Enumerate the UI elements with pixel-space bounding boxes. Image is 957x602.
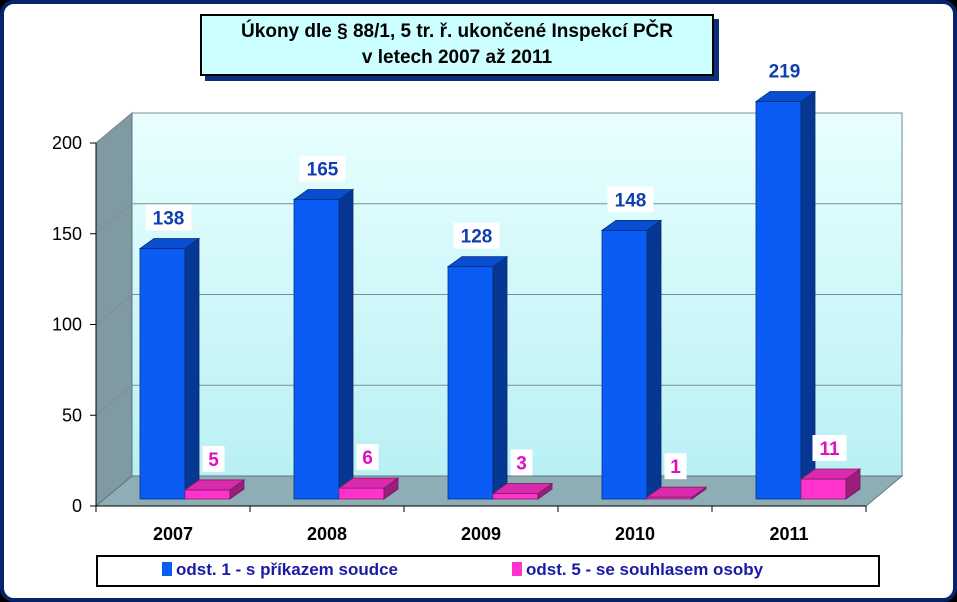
data-label-bg <box>761 57 808 84</box>
data-label-2009-series-2: 3 <box>516 454 527 475</box>
gridline-side <box>95 294 133 325</box>
data-label-bg <box>202 445 225 472</box>
bar-top-2010-series-1 <box>600 219 663 231</box>
bar-top-2007-series-1 <box>138 238 201 249</box>
bar-top-2008-series-1 <box>292 189 355 200</box>
x-tick-label: 2010 <box>615 524 655 544</box>
chart-subtitle: v letech 2007 až 2011 <box>361 47 553 68</box>
bar-top-2008-series-2 <box>337 477 400 489</box>
data-label-2011-series-1: 219 <box>769 62 801 83</box>
y-tick-label: 50 <box>62 405 82 425</box>
data-label-bg <box>607 186 654 213</box>
data-label-2011-series-2: 11 <box>819 439 840 460</box>
data-label-2010-series-1: 148 <box>615 190 647 211</box>
data-label-2008-series-2: 6 <box>362 448 373 469</box>
y-tick-label: 150 <box>52 224 82 244</box>
x-tick-label: 2011 <box>769 524 808 544</box>
y-tick-label: 100 <box>52 315 82 335</box>
bar-top-2009-series-1 <box>446 256 509 268</box>
bar-2011-series-2 <box>800 478 847 500</box>
data-label-bg <box>453 222 500 249</box>
bar-top-2010-series-2 <box>645 486 708 498</box>
bar-side-2010-series-1 <box>646 219 662 500</box>
data-label-2009-series-1: 128 <box>461 227 493 248</box>
data-label-bg <box>299 155 346 182</box>
data-label-2007-series-1: 138 <box>153 209 185 230</box>
bar-2009-series-1 <box>447 266 494 500</box>
bar-2010-series-1 <box>601 229 648 500</box>
x-tick-label: 2008 <box>307 524 347 544</box>
data-label-bg <box>812 435 847 462</box>
y-tick-label: 200 <box>52 133 82 153</box>
chart-title-box: Úkony dle § 88/1, 5 tr. ř. ukončené Insp… <box>200 14 714 76</box>
bar-side-2009-series-1 <box>492 255 508 500</box>
bar-2011-series-1 <box>755 101 802 500</box>
legend-swatch-series-2 <box>512 562 522 576</box>
gridline-side <box>95 112 133 144</box>
data-label-2008-series-1: 165 <box>307 160 339 181</box>
bar-2008-series-1 <box>293 199 340 500</box>
bar-chart: 0 50 100 150 200 2007 138 5 2008 165 6 2009 128 3 2010… <box>52 57 904 544</box>
bar-2009-series-2 <box>492 493 539 500</box>
chart-title: Úkony dle § 88/1, 5 tr. ř. ukončené Insp… <box>241 21 673 42</box>
data-label-bg <box>145 204 192 231</box>
bar-2007-series-1 <box>139 248 186 500</box>
bar-2008-series-2 <box>338 487 385 500</box>
legend-item-series-2: odst. 5 - se souhlasem osoby <box>512 560 763 580</box>
data-label-bg <box>356 444 379 471</box>
data-label-2007-series-2: 5 <box>208 450 219 471</box>
bar-side-2008-series-1 <box>338 188 354 500</box>
gridline-side <box>95 203 133 235</box>
legend-swatch-series-1 <box>162 562 172 576</box>
x-tick-label: 2009 <box>461 524 501 544</box>
bar-top-2009-series-2 <box>491 483 554 494</box>
legend: odst. 1 - s příkazem soudce odst. 5 - se… <box>96 555 880 587</box>
gridline-side <box>95 384 133 416</box>
data-label-bg <box>664 453 687 480</box>
bar-side-2007-series-1 <box>184 237 200 500</box>
legend-label-series-1: odst. 1 - s příkazem soudce <box>176 560 399 579</box>
data-label-bg <box>510 449 533 476</box>
legend-label-series-2: odst. 5 - se souhlasem osoby <box>526 560 764 579</box>
data-label-2010-series-2: 1 <box>670 457 681 478</box>
y-tick-label: 0 <box>72 496 82 516</box>
bar-top-2007-series-2 <box>183 479 246 491</box>
x-tick-label: 2007 <box>153 524 193 544</box>
bar-2007-series-2 <box>184 489 231 500</box>
bar-top-2011-series-2 <box>799 468 862 480</box>
legend-item-series-1: odst. 1 - s příkazem soudce <box>162 560 398 580</box>
bar-top-2011-series-1 <box>754 91 817 102</box>
